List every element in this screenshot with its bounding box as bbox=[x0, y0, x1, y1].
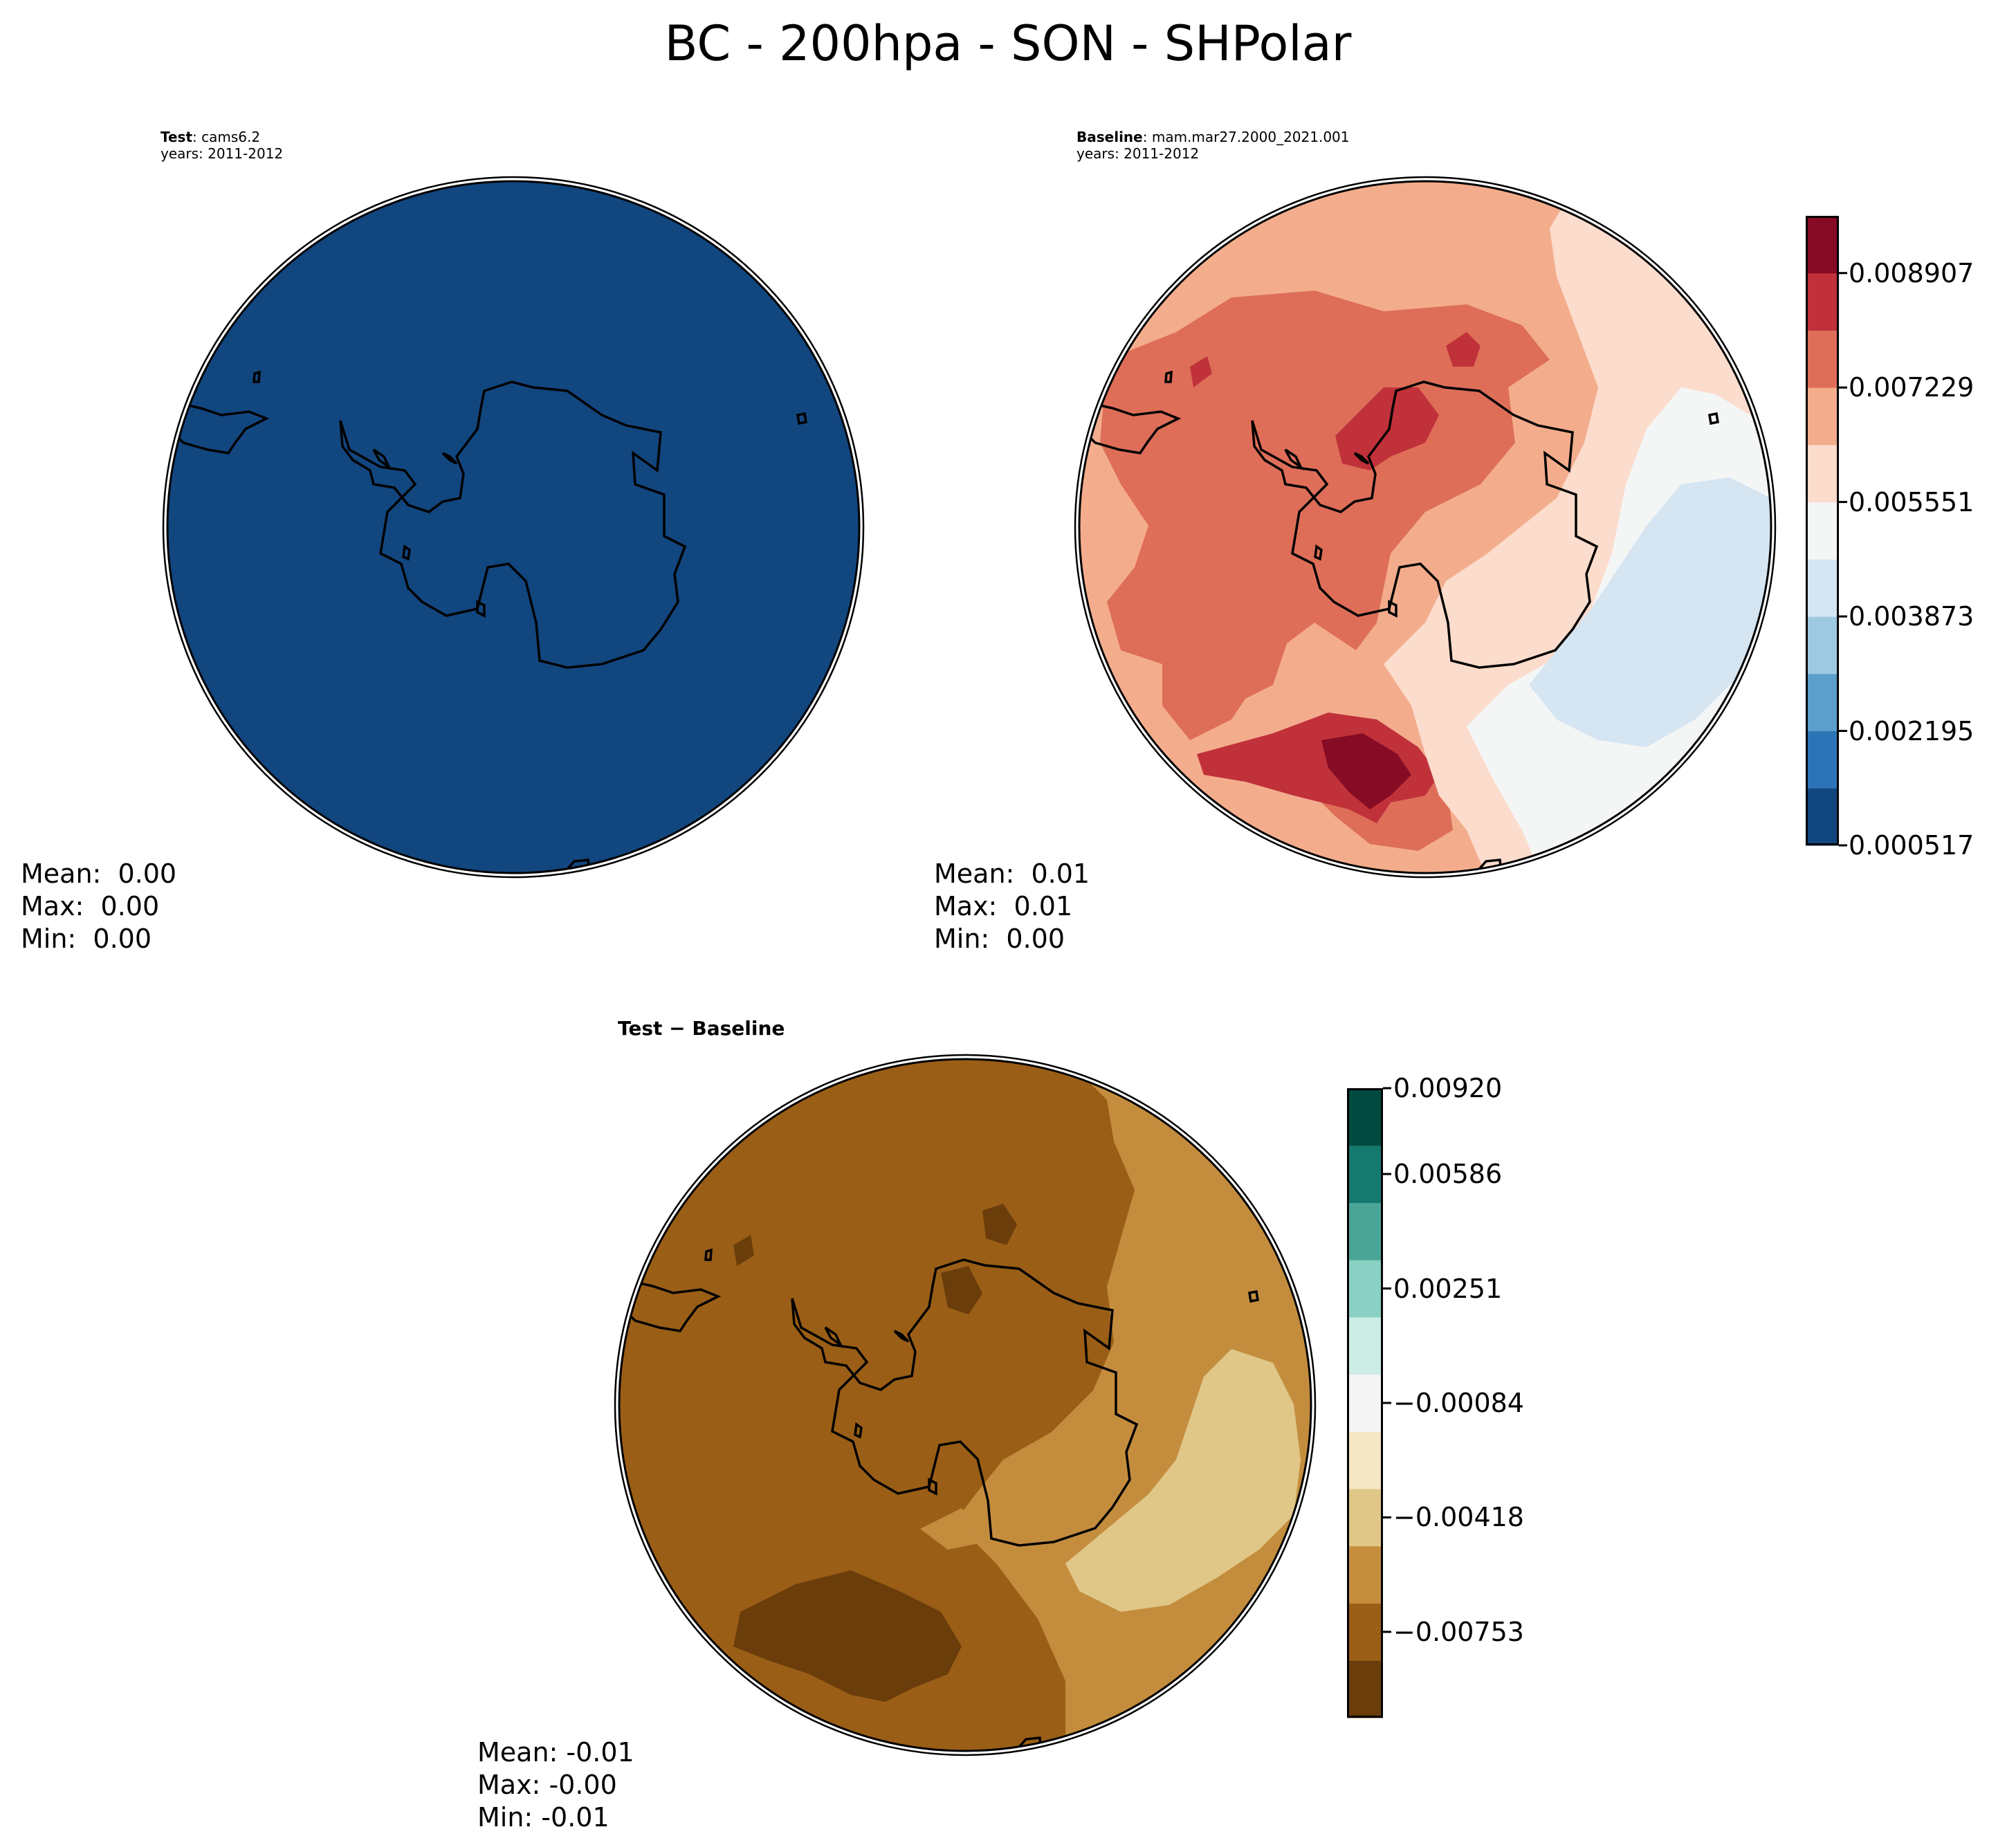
baseline-max: Max: 0.01 bbox=[934, 891, 1073, 921]
colorbar-diff-segment bbox=[1347, 1374, 1383, 1432]
diff-coastlines bbox=[619, 1248, 1260, 1751]
colorbar-top-border bbox=[1806, 216, 1839, 845]
colorbar-top-segment bbox=[1806, 330, 1839, 388]
test-mean: Mean: 0.00 bbox=[21, 859, 177, 889]
baseline-mean: Mean: 0.01 bbox=[934, 859, 1090, 889]
colorbar-diff-segment bbox=[1347, 1088, 1383, 1146]
test-years: years: 2011-2012 bbox=[161, 145, 284, 162]
colorbar-top-segment bbox=[1806, 616, 1839, 674]
colorbar-top-segment bbox=[1806, 216, 1839, 274]
colorbar-top-segment bbox=[1806, 788, 1839, 846]
colorbar-diff-ticks: −0.00753 −0.00418 −0.00084 0.00251 0.00586 0.… bbox=[1393, 1073, 1601, 1718]
baseline-years: years: 2011-2012 bbox=[1076, 145, 1200, 162]
figure-title: BC - 200hpa - SON - SHPolar bbox=[664, 15, 1352, 72]
colorbar-diff-tick-label: 0.00586 bbox=[1393, 1159, 1503, 1190]
colorbar-top-tick-label: 0.005551 bbox=[1849, 486, 1974, 517]
colorbar-top-ticks: 0.000517 0.002195 0.003873 0.005551 0.007229… bbox=[1849, 216, 2008, 861]
diff-min: Min: -0.01 bbox=[477, 1802, 610, 1833]
colorbar-diff-segment bbox=[1347, 1489, 1383, 1547]
colorbar-top-tick-label: 0.002195 bbox=[1849, 715, 1974, 746]
colorbar-diff-segment bbox=[1347, 1260, 1383, 1318]
test-coastlines bbox=[167, 370, 808, 873]
colorbar-diff-segment bbox=[1347, 1145, 1383, 1203]
colorbar-top-tick-label: 0.003873 bbox=[1849, 601, 1974, 632]
colorbar-diff-segment bbox=[1347, 1545, 1383, 1604]
baseline-stats: Mean: 0.01 Max: 0.01 Min: 0.00 bbox=[934, 858, 1090, 955]
test-max: Max: 0.00 bbox=[21, 891, 160, 921]
colorbar-diff-tick-label: 0.00920 bbox=[1393, 1073, 1503, 1103]
colorbar-diff bbox=[1347, 1087, 1391, 1718]
colorbar-diff-tick-label: −0.00753 bbox=[1393, 1616, 1524, 1647]
colorbar-diff-segment bbox=[1347, 1603, 1383, 1661]
colorbar-diff-tick-label: 0.00251 bbox=[1393, 1273, 1503, 1304]
diff-mean: Mean: -0.01 bbox=[477, 1737, 634, 1768]
colorbar-top-tick-label: 0.008907 bbox=[1849, 257, 1974, 288]
diff-contours bbox=[619, 1059, 1311, 1751]
test-stats: Mean: 0.00 Max: 0.00 Min: 0.00 bbox=[21, 858, 176, 955]
colorbar-top-tick-label: 0.000517 bbox=[1849, 830, 1974, 861]
test-label-case: : cams6.2 bbox=[192, 129, 261, 145]
diff-stats: Mean: -0.01 Max: -0.00 Min: -0.01 bbox=[477, 1736, 634, 1834]
test-panel-title: Test: cams6.2 years: 2011-2012 bbox=[161, 129, 283, 162]
colorbar-top-segment bbox=[1806, 502, 1839, 560]
colorbar-top-segment bbox=[1806, 731, 1839, 789]
colorbar-top bbox=[1806, 216, 1847, 847]
colorbar-top-tick-label: 0.007229 bbox=[1849, 372, 1974, 403]
colorbar-diff-tick-label: −0.00084 bbox=[1393, 1388, 1524, 1418]
colorbar-top-segment bbox=[1806, 559, 1839, 617]
colorbar-diff-segment bbox=[1347, 1431, 1383, 1489]
baseline-label-bold: Baseline bbox=[1076, 129, 1143, 145]
colorbar-diff-segment bbox=[1347, 1316, 1383, 1375]
colorbar-top-segment bbox=[1806, 444, 1839, 503]
test-map-fill bbox=[167, 181, 859, 873]
test-label-bold: Test bbox=[161, 129, 193, 145]
test-min: Min: 0.00 bbox=[21, 924, 152, 954]
baseline-label-case: : mam.mar27.2000_2021.001 bbox=[1142, 129, 1350, 145]
colorbar-diff-tick-label: −0.00418 bbox=[1393, 1502, 1524, 1533]
colorbar-diff-segment bbox=[1347, 1202, 1383, 1260]
colorbar-top-segment bbox=[1806, 387, 1839, 446]
diff-max: Max: -0.00 bbox=[477, 1770, 617, 1800]
baseline-panel-title: Baseline: mam.mar27.2000_2021.001 years:… bbox=[1076, 129, 1350, 162]
colorbar-top-segment bbox=[1806, 673, 1839, 732]
colorbar-diff-border bbox=[1347, 1088, 1383, 1718]
colorbar-top-segment bbox=[1806, 273, 1839, 331]
colorbar-diff-segment bbox=[1347, 1660, 1383, 1718]
baseline-min: Min: 0.00 bbox=[934, 924, 1065, 954]
diff-panel-title: Test − Baseline bbox=[618, 1017, 785, 1040]
